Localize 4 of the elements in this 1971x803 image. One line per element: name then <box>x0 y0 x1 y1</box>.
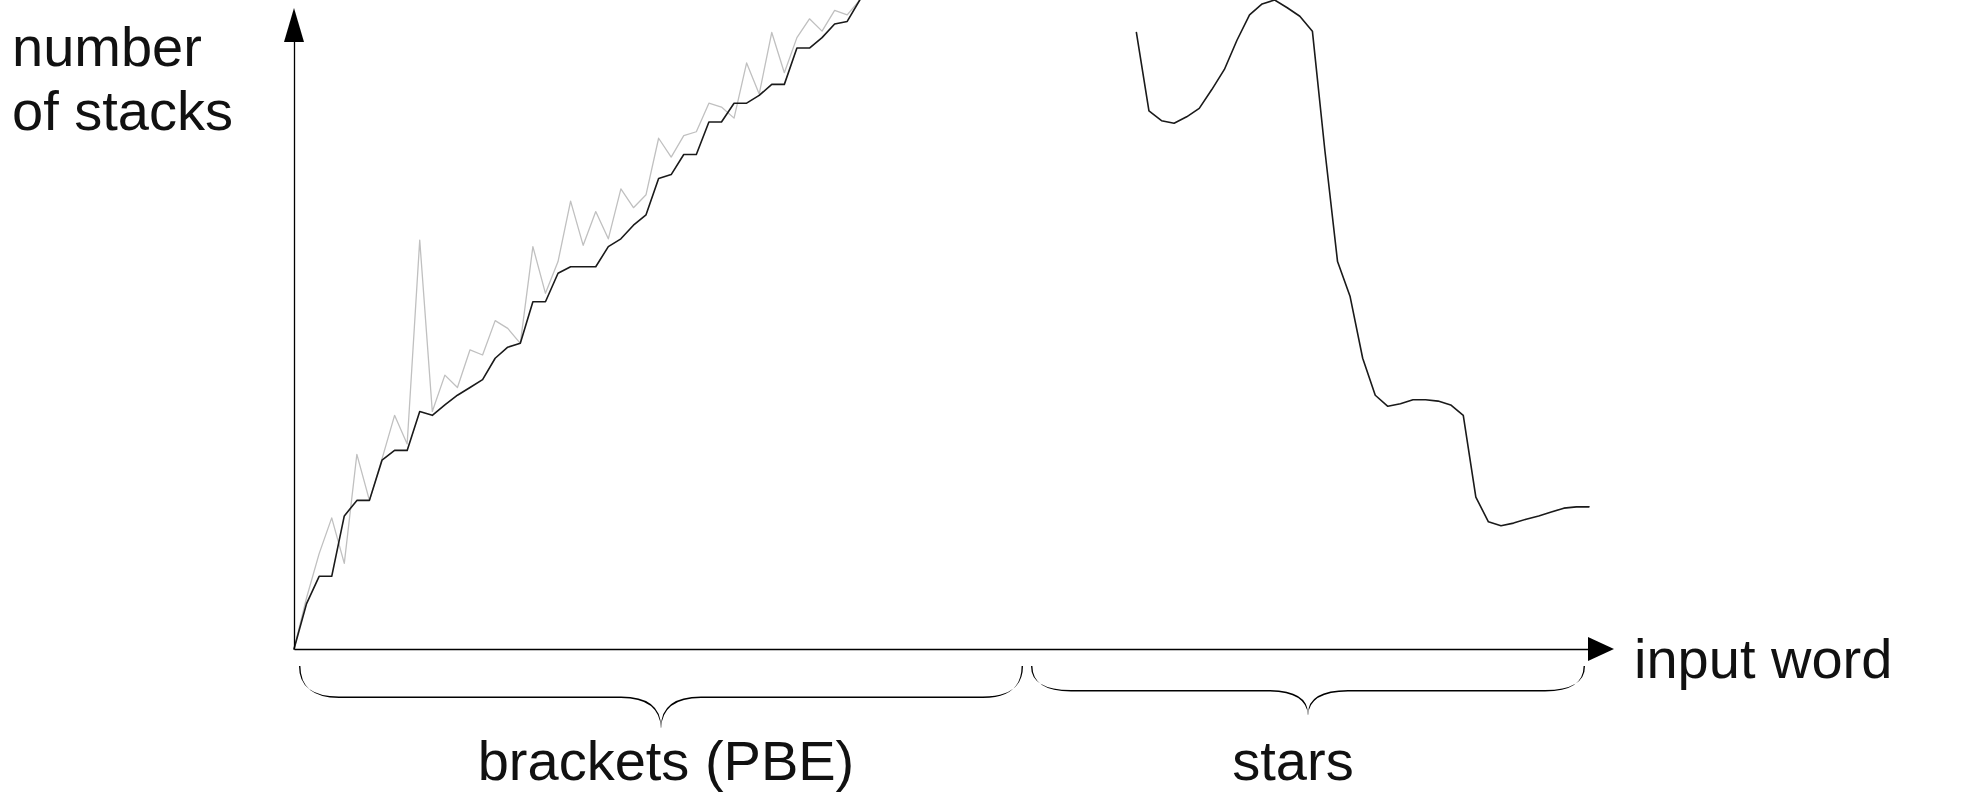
y-axis-title: number of stacks <box>12 15 233 142</box>
text: brackets (PBE) <box>477 729 855 792</box>
text: stars <box>1232 729 1354 792</box>
x-axis-title: input word <box>1634 627 1893 690</box>
